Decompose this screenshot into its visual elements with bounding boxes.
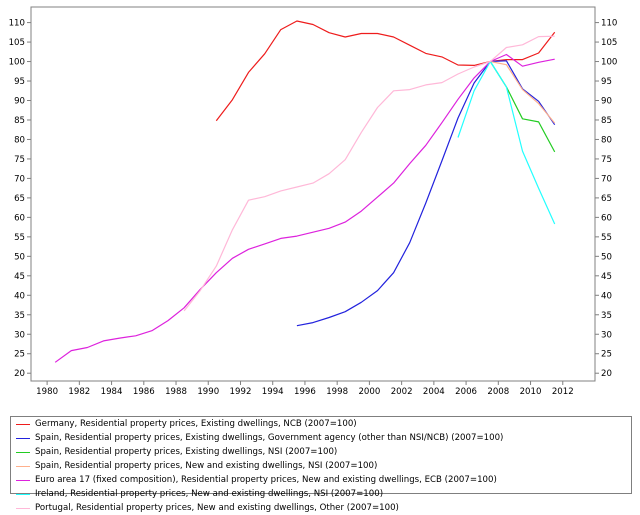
y-tick-label-right: 35 [601,311,612,321]
y-tick-label-left: 55 [14,233,25,243]
legend-swatch-euro-area [16,480,30,481]
plot-area [31,7,595,381]
legend-label-spain-gov: Spain, Residential property prices, Exis… [35,433,503,443]
y-tick-label-left: 65 [14,194,25,204]
legend-swatch-germany [16,424,30,425]
y-tick-label-right: 85 [601,116,612,126]
y-tick-label-right: 90 [601,97,612,107]
legend-label-spain-new-existing-nsi: Spain, Residential property prices, New … [35,461,377,471]
y-tick-label-left: 85 [14,116,25,126]
y-tick-label-left: 60 [14,213,25,223]
legend-swatch-portugal [16,508,30,509]
y-tick-label-left: 40 [14,291,25,301]
legend-swatch-spain-existing-nsi [16,452,30,453]
y-tick-label-right: 55 [601,233,612,243]
x-tick-label: 1994 [262,387,284,397]
legend-label-spain-existing-nsi: Spain, Residential property prices, Exis… [35,447,337,457]
y-tick-label-right: 60 [601,213,612,223]
x-tick-label: 2004 [423,387,445,397]
y-tick-label-left: 80 [14,135,25,145]
y-tick-label-right: 95 [601,77,612,87]
legend-item-germany: Germany, Residential property prices, Ex… [16,418,631,432]
legend-label-euro-area: Euro area 17 (fixed composition), Reside… [35,475,497,485]
x-axis: 1980 1982 1984 1986 1988 1990 1992 1994 1996 1998… [36,381,574,397]
y-tick-label-right: 110 [601,19,617,29]
x-tick-label: 1998 [326,387,348,397]
y-tick-label-right: 65 [601,194,612,204]
y-tick-label-right: 40 [601,291,612,301]
y-tick-label-left: 30 [14,330,25,340]
y-tick-label-left: 25 [14,350,25,360]
y-tick-label-left: 100 [9,58,25,68]
y-tick-label-left: 50 [14,252,25,262]
chart-legend: Germany, Residential property prices, Ex… [10,416,632,494]
y-tick-label-left: 20 [14,369,25,379]
y-tick-label-left: 70 [14,174,25,184]
legend-item-portugal: Portugal, Residential property prices, N… [16,502,631,515]
legend-item-ireland: Ireland, Residential property prices, Ne… [16,488,631,502]
legend-item-spain-existing-nsi: Spain, Residential property prices, Exis… [16,446,631,460]
x-tick-label: 2010 [520,387,542,397]
legend-swatch-spain-gov [16,438,30,439]
legend-item-euro-area: Euro area 17 (fixed composition), Reside… [16,474,631,488]
x-tick-label: 1992 [230,387,252,397]
y-tick-label-right: 25 [601,350,612,360]
y-tick-label-left: 75 [14,155,25,165]
x-tick-label: 2006 [455,387,477,397]
legend-item-spain-gov: Spain, Residential property prices, Exis… [16,432,631,446]
y-tick-label-right: 80 [601,135,612,145]
line-chart: 1980 1982 1984 1986 1988 1990 1992 1994 1996 1998… [0,0,640,410]
y-tick-label-left: 90 [14,97,25,107]
y-tick-label-left: 95 [14,77,25,87]
y-tick-label-right: 75 [601,155,612,165]
legend-label-germany: Germany, Residential property prices, Ex… [35,419,357,429]
x-tick-label: 1990 [197,387,219,397]
y-tick-label-right: 70 [601,174,612,184]
legend-swatch-spain-new-existing-nsi [16,466,30,467]
y-tick-label-left: 110 [9,19,25,29]
x-tick-label: 2008 [487,387,509,397]
x-tick-label: 1986 [133,387,155,397]
y-tick-label-left: 35 [14,311,25,321]
y-tick-label-left: 105 [9,38,25,48]
y-tick-label-right: 30 [601,330,612,340]
x-tick-label: 1996 [294,387,316,397]
y-tick-label-right: 20 [601,369,612,379]
y-tick-label-right: 50 [601,252,612,262]
x-tick-label: 1988 [165,387,187,397]
x-tick-label: 1982 [68,387,90,397]
x-tick-label: 2002 [391,387,413,397]
x-tick-label: 1984 [101,387,123,397]
y-axis-left: 20 25 30 35 40 45 50 55 60 65 70 75 80 85 90 95 100 105 11… [9,19,31,380]
y-axis-right: 20 25 30 35 40 45 50 55 60 65 70 75 80 85 90 95 100 105 11… [595,19,617,380]
legend-item-spain-new-existing-nsi: Spain, Residential property prices, New … [16,460,631,474]
legend-label-portugal: Portugal, Residential property prices, N… [35,503,399,513]
y-tick-label-right: 100 [601,58,617,68]
y-tick-label-right: 105 [601,38,617,48]
x-tick-label: 2000 [358,387,380,397]
legend-swatch-ireland [16,494,30,495]
x-tick-label: 2012 [552,387,574,397]
x-tick-label: 1980 [36,387,58,397]
y-tick-label-right: 45 [601,272,612,282]
y-tick-label-left: 45 [14,272,25,282]
